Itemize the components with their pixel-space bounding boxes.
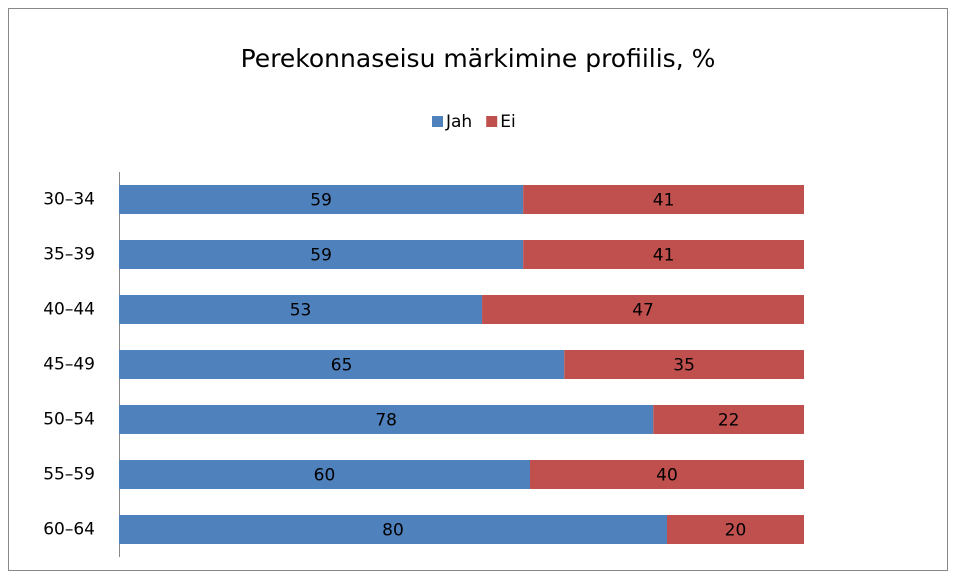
bar-segment xyxy=(119,185,524,214)
legend-label: Ei xyxy=(500,112,515,132)
data-label: 60 xyxy=(314,466,336,486)
y-tick-label: 40–44 xyxy=(43,300,95,320)
data-label: 59 xyxy=(310,246,332,266)
y-tick-label: 45–49 xyxy=(43,355,95,375)
bar-segment xyxy=(523,185,804,214)
bar-segment xyxy=(119,515,667,544)
bar-segment xyxy=(530,460,804,489)
data-label: 22 xyxy=(718,411,740,431)
bar-segment xyxy=(119,350,565,379)
data-label: 65 xyxy=(331,356,353,376)
data-label: 35 xyxy=(673,356,695,376)
y-tick-label: 60–64 xyxy=(43,520,95,540)
chart-title: Perekonnaseisu märkimine profiilis, % xyxy=(241,44,716,73)
data-label: 59 xyxy=(310,191,332,211)
bar-segment xyxy=(119,295,483,324)
data-label: 41 xyxy=(653,246,675,266)
data-label: 41 xyxy=(653,191,675,211)
legend-swatch xyxy=(432,116,443,127)
data-label: 80 xyxy=(382,521,404,541)
y-tick-label: 50–54 xyxy=(43,410,95,430)
bar-segment xyxy=(564,350,804,379)
bar-segment xyxy=(119,240,524,269)
data-label: 20 xyxy=(725,521,747,541)
y-tick-label: 30–34 xyxy=(43,190,95,210)
bar-segment xyxy=(482,295,804,324)
bar-segment xyxy=(119,460,530,489)
y-tick-label: 55–59 xyxy=(43,465,95,485)
bar-segment xyxy=(523,240,804,269)
bar-segment xyxy=(653,405,804,434)
bar-segment xyxy=(667,515,804,544)
data-label: 53 xyxy=(290,301,312,321)
legend-swatch xyxy=(486,116,498,127)
data-label: 78 xyxy=(375,411,397,431)
bar-segment xyxy=(119,405,654,434)
legend-label: Jah xyxy=(445,112,472,132)
y-tick-label: 35–39 xyxy=(43,245,95,265)
data-label: 40 xyxy=(656,466,678,486)
data-label: 47 xyxy=(632,301,654,321)
